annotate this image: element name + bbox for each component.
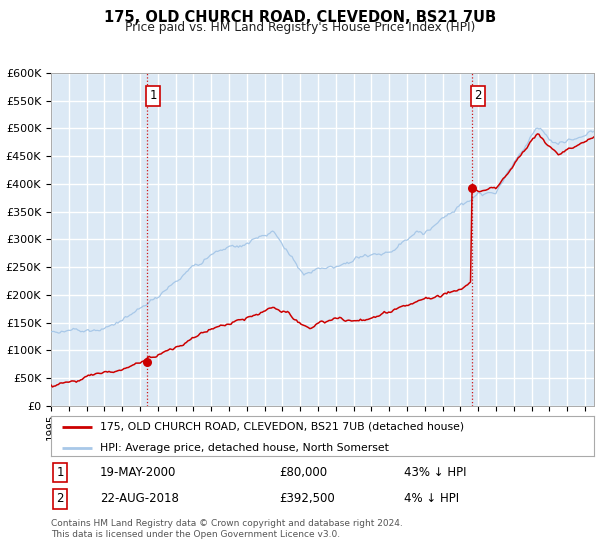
Text: £392,500: £392,500 <box>279 492 335 505</box>
Text: 2: 2 <box>475 90 482 102</box>
Text: Contains HM Land Registry data © Crown copyright and database right 2024.
This d: Contains HM Land Registry data © Crown c… <box>51 519 403 539</box>
Text: 1: 1 <box>149 90 157 102</box>
Text: 2: 2 <box>56 492 64 505</box>
Text: 175, OLD CHURCH ROAD, CLEVEDON, BS21 7UB: 175, OLD CHURCH ROAD, CLEVEDON, BS21 7UB <box>104 10 496 25</box>
Text: 1: 1 <box>56 466 64 479</box>
Text: 19-MAY-2000: 19-MAY-2000 <box>100 466 176 479</box>
Text: 22-AUG-2018: 22-AUG-2018 <box>100 492 179 505</box>
Text: 43% ↓ HPI: 43% ↓ HPI <box>404 466 466 479</box>
Text: £80,000: £80,000 <box>279 466 327 479</box>
Text: HPI: Average price, detached house, North Somerset: HPI: Average price, detached house, Nort… <box>100 442 389 452</box>
Text: Price paid vs. HM Land Registry's House Price Index (HPI): Price paid vs. HM Land Registry's House … <box>125 21 475 34</box>
Text: 4% ↓ HPI: 4% ↓ HPI <box>404 492 459 505</box>
Text: 175, OLD CHURCH ROAD, CLEVEDON, BS21 7UB (detached house): 175, OLD CHURCH ROAD, CLEVEDON, BS21 7UB… <box>100 422 464 432</box>
